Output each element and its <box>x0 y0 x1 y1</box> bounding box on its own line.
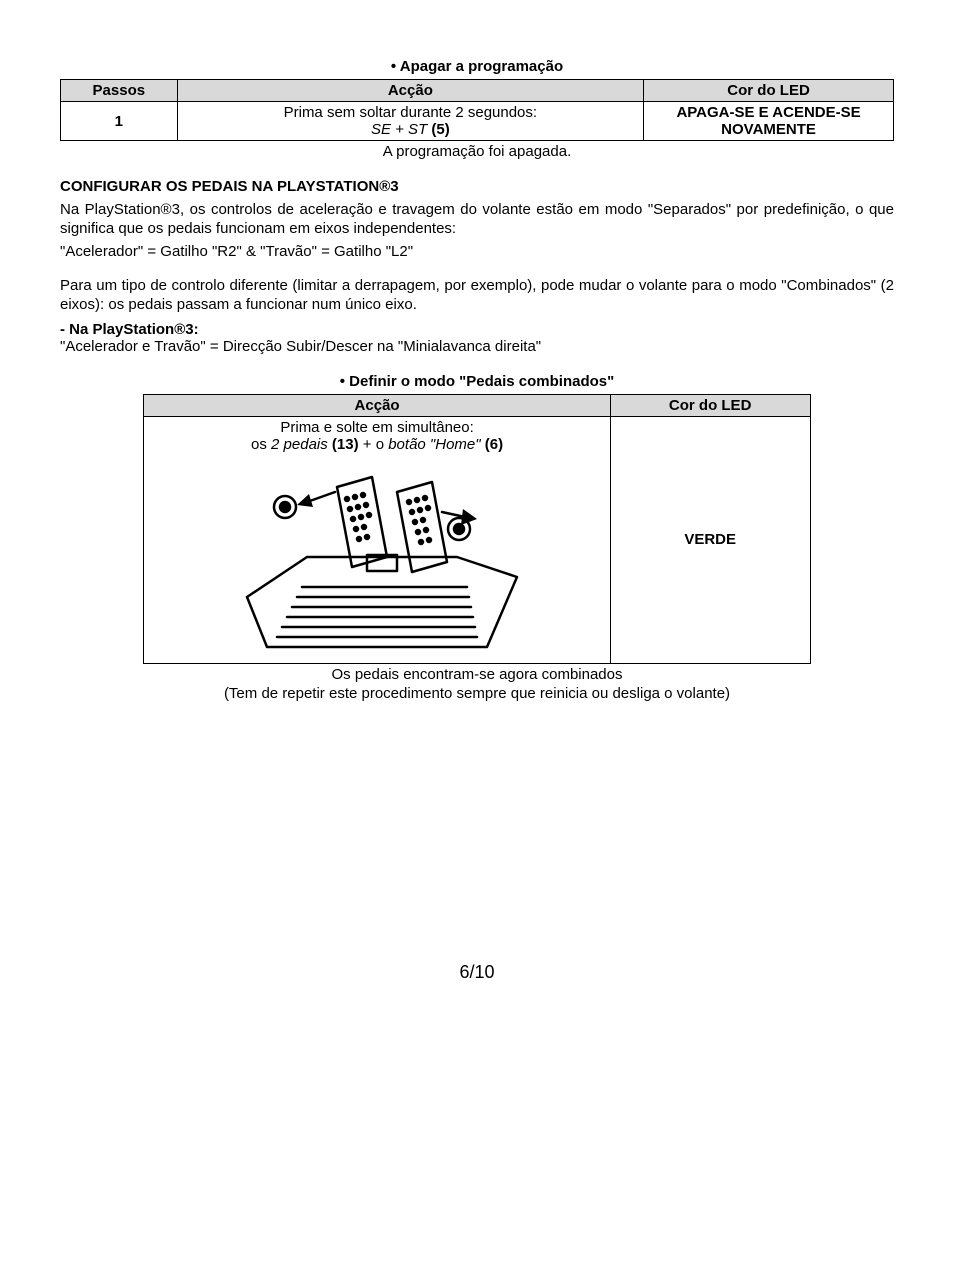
pa-l2e: botão "Home" <box>388 436 480 453</box>
pa-l2d: + o <box>359 436 389 453</box>
col-led: Cor do LED <box>644 80 894 102</box>
col-accao: Acção <box>177 80 643 102</box>
led-l2: NOVAMENTE <box>721 121 816 138</box>
pedals-col-accao: Acção <box>144 394 610 416</box>
erase-table: Passos Acção Cor do LED 1 Prima sem solt… <box>60 79 894 141</box>
pa-l1: Prima e solte em simultâneo: <box>280 419 473 436</box>
step-led: APAGA-SE E ACENDE-SE NOVAMENTE <box>644 102 894 141</box>
ps3-bold: - Na PlayStation®3: <box>60 321 894 338</box>
step-number: 1 <box>61 102 178 141</box>
ps3-text: "Acelerador e Travão" = Direcção Subir/D… <box>60 338 894 357</box>
paragraph2: Para um tipo de controlo diferente (limi… <box>60 277 894 315</box>
page-number: 6/10 <box>60 962 894 983</box>
pedals-table: Acção Cor do LED Prima e solte em simult… <box>143 394 810 664</box>
paragraph1-sub: "Acelerador" = Gatilho "R2" & "Travão" =… <box>60 243 894 262</box>
pedals-caption1: Os pedais encontram-se agora combinados <box>60 666 894 683</box>
pedals-action-text: Prima e solte em simultâneo: os 2 pedais… <box>144 416 610 455</box>
col-passos: Passos <box>61 80 178 102</box>
led-l1: APAGA-SE E ACENDE-SE <box>676 104 860 121</box>
erase-caption: A programação foi apagada. <box>60 143 894 160</box>
pedals-title: Definir o modo "Pedais combinados" <box>60 373 894 390</box>
pedals-diagram-icon <box>217 457 537 657</box>
action-l2a: SE + ST <box>371 121 427 138</box>
config-heading: CONFIGURAR OS PEDAIS NA PLAYSTATION®3 <box>60 178 894 195</box>
erase-title: Apagar a programação <box>60 58 894 75</box>
pedals-diagram-cell <box>144 455 610 664</box>
paragraph1: Na PlayStation®3, os controlos de aceler… <box>60 201 894 239</box>
pedals-col-led: Cor do LED <box>610 394 810 416</box>
pa-l2f: (6) <box>481 436 504 453</box>
pa-l2c: (13) <box>328 436 359 453</box>
pedals-caption2: (Tem de repetir este procedimento sempre… <box>60 685 894 702</box>
action-l2b: (5) <box>427 121 450 138</box>
pa-l2b: 2 pedais <box>271 436 328 453</box>
step-action: Prima sem soltar durante 2 segundos: SE … <box>177 102 643 141</box>
action-l1: Prima sem soltar durante 2 segundos: <box>284 104 537 121</box>
pedals-led-value: VERDE <box>610 416 810 663</box>
pa-l2a: os <box>251 436 271 453</box>
